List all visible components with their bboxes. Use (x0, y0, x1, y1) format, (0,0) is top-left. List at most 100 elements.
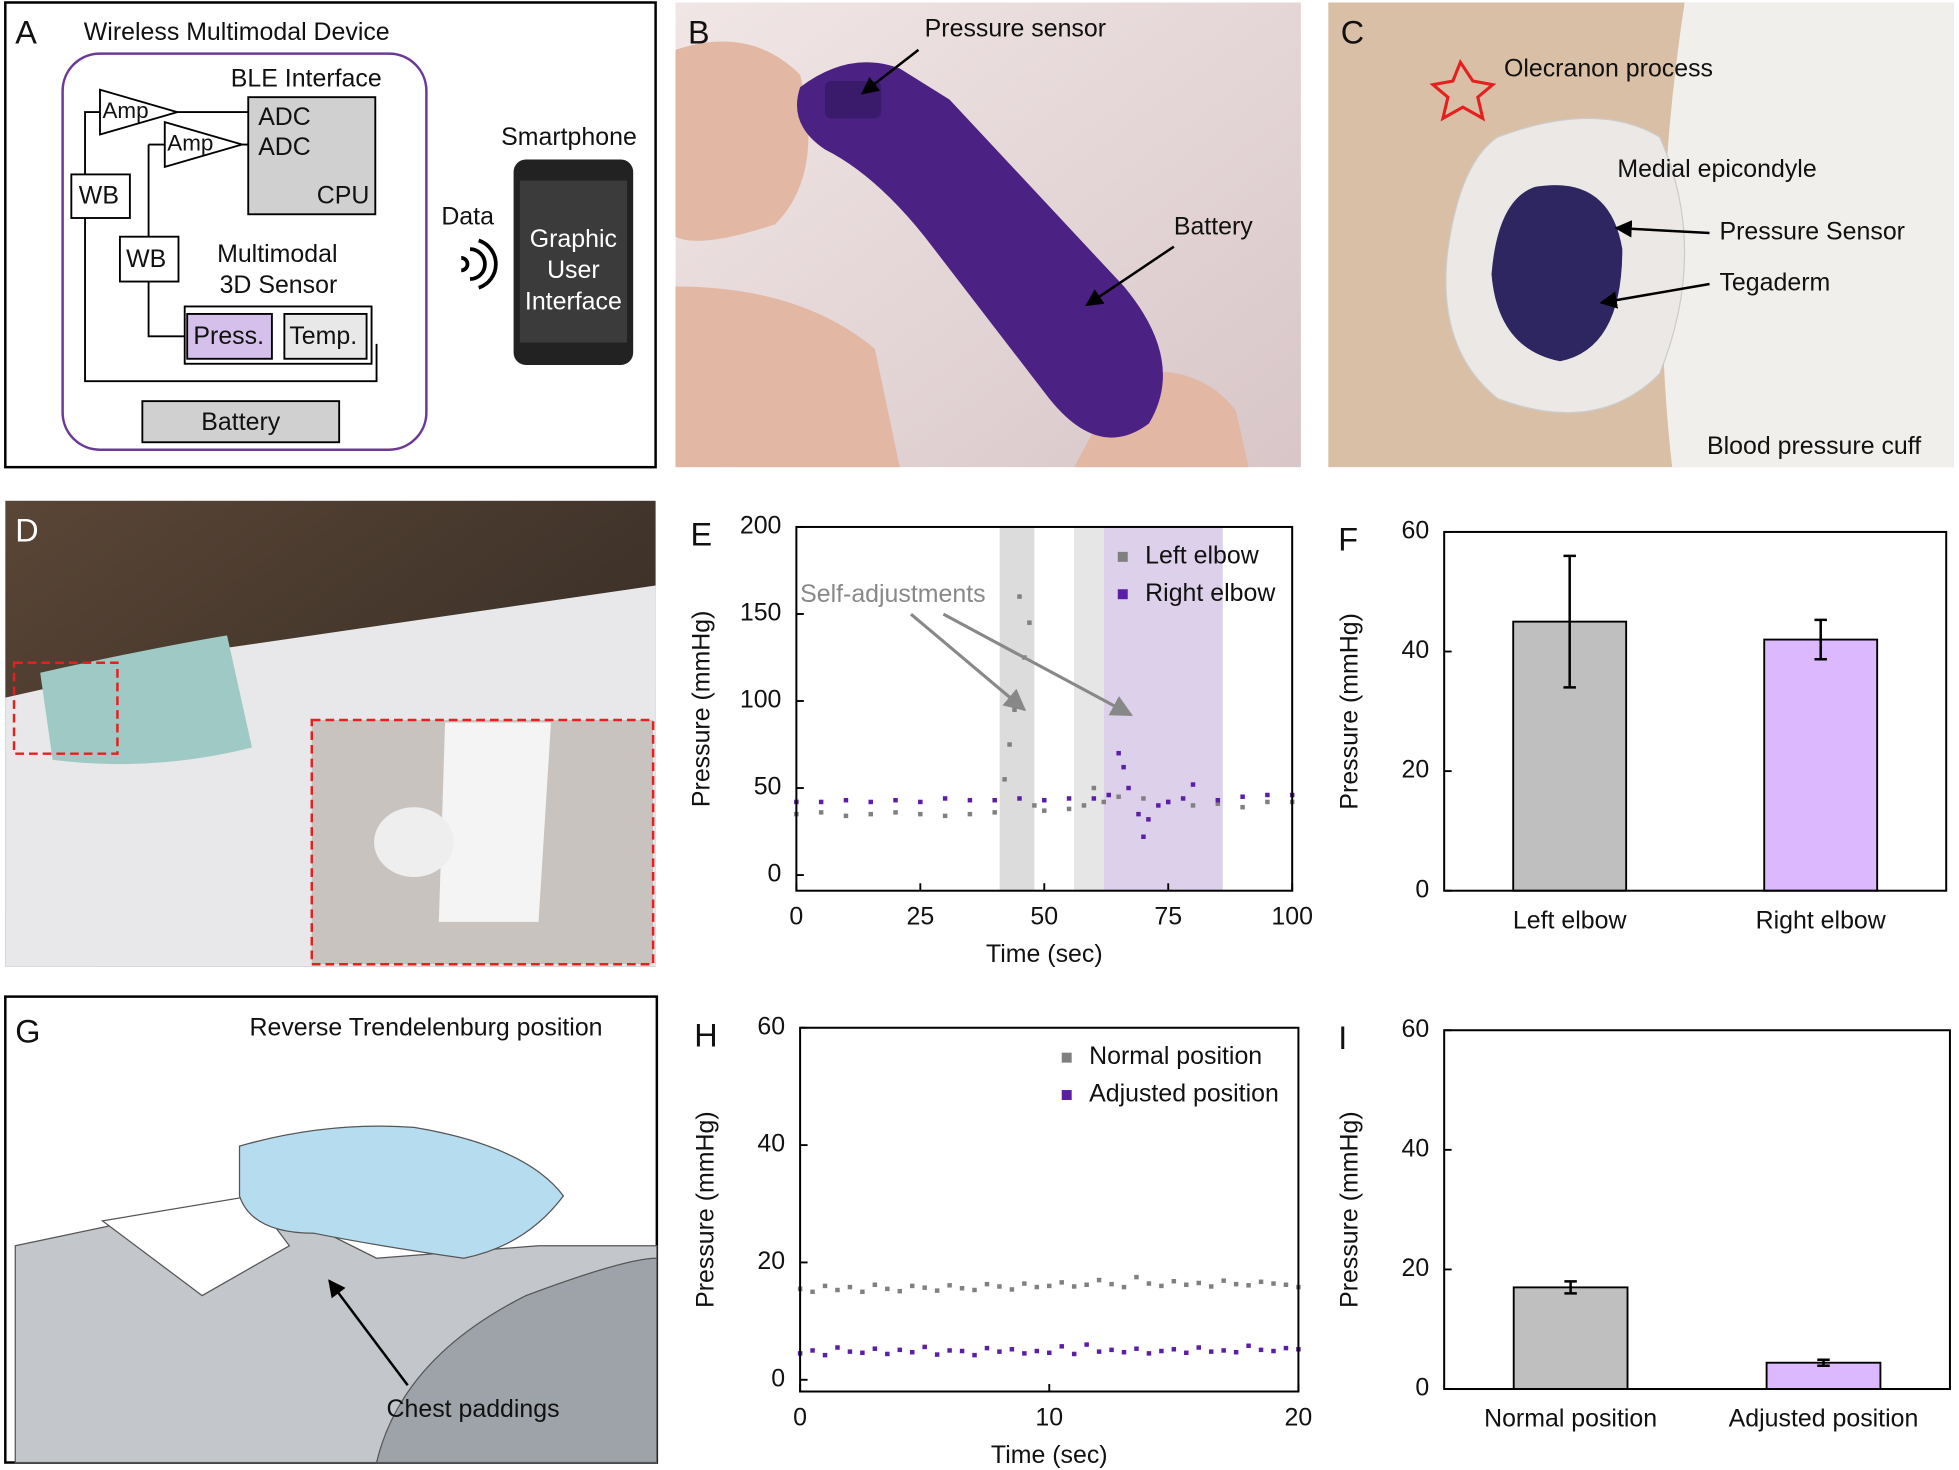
x-tick-label: 20 (1285, 1404, 1313, 1432)
data-point (868, 799, 873, 805)
data-point (810, 1289, 815, 1295)
data-point (1271, 1348, 1276, 1354)
data-point (1265, 792, 1270, 798)
data-point (1221, 1278, 1226, 1283)
data-point (818, 799, 824, 805)
y-axis-label: Pressure (mmHg) (1335, 613, 1363, 810)
data-point (1071, 1284, 1077, 1289)
panel-letter: I (1338, 1020, 1347, 1056)
data-point (934, 1352, 940, 1357)
y-tick-label: 0 (771, 1364, 785, 1392)
data-point (909, 1349, 915, 1355)
data-point (1066, 806, 1072, 812)
data-point (1002, 777, 1007, 782)
panel-d: D (5, 500, 656, 967)
y-tick-label: 40 (1402, 636, 1430, 664)
data-point (1066, 796, 1072, 801)
photo-label: Blood pressure cuff (1707, 432, 1921, 460)
data-point (1032, 803, 1037, 808)
data-point (1109, 1347, 1114, 1353)
data-point (822, 1283, 828, 1289)
y-tick-label: 20 (757, 1247, 785, 1275)
data-point (1196, 1345, 1201, 1350)
arrow (1599, 282, 1710, 309)
data-point (1184, 1282, 1189, 1287)
mattress (375, 1257, 658, 1464)
ble-box (247, 96, 377, 216)
data-point (1017, 594, 1022, 599)
data-point (1233, 1281, 1239, 1287)
data-point (860, 1289, 865, 1295)
data-point (1047, 1350, 1052, 1356)
y-axis-label: Pressure (mmHg) (1335, 1111, 1363, 1308)
data-point (868, 811, 873, 817)
error-bar (1564, 1280, 1577, 1295)
cuff (438, 722, 551, 922)
data-point (885, 1286, 890, 1292)
legend-marker (1117, 551, 1128, 562)
data-point (1246, 1283, 1251, 1288)
data-point (1146, 1351, 1152, 1356)
arrow (1614, 220, 1710, 238)
plot-frame (799, 1026, 1300, 1393)
data-point (872, 1282, 878, 1287)
y-tick-label: 50 (754, 773, 782, 801)
data-point (1136, 811, 1141, 817)
y-tick-label: 60 (757, 1012, 785, 1040)
data-point (1022, 1351, 1027, 1356)
data-point (1034, 1284, 1040, 1290)
data-point (1042, 797, 1047, 803)
gui-label: Interface (525, 287, 622, 315)
data-point (1190, 782, 1196, 787)
photo-label: Tegaderm (1719, 269, 1830, 297)
data-point (1146, 817, 1151, 822)
data-point (922, 1344, 927, 1350)
plot-frame (1443, 1029, 1951, 1391)
y-tick-label: 20 (1402, 756, 1430, 784)
annotation-arrow (942, 612, 1133, 717)
x-tick-label: 0 (789, 903, 803, 931)
data-point (922, 1285, 927, 1290)
x-tick-label: Normal position (1484, 1405, 1657, 1433)
x-tick-label: Left elbow (1513, 906, 1628, 934)
data-point (1034, 1348, 1040, 1354)
amp-label: Amp (102, 98, 148, 123)
legend-label: Normal position (1089, 1042, 1262, 1070)
data-point (942, 813, 948, 819)
device-outline (61, 52, 428, 451)
arrow (861, 48, 920, 95)
photo-label: Medial epicondyle (1617, 155, 1816, 183)
panel-letter: G (15, 1014, 40, 1050)
data-point (959, 1286, 965, 1291)
x-tick-label: 0 (793, 1404, 807, 1432)
y-tick-label: 0 (1415, 1374, 1429, 1402)
data-point (1146, 1281, 1152, 1286)
shaded-region (1074, 526, 1104, 891)
photo-label: Battery (1174, 213, 1253, 241)
sensor-label: 3D Sensor (220, 271, 338, 299)
data-point (947, 1348, 952, 1353)
data-point (997, 1284, 1002, 1289)
legend-marker (1061, 1052, 1072, 1063)
data-point (1215, 801, 1221, 806)
data-point (972, 1352, 977, 1358)
data-point (942, 796, 948, 801)
data-point (1240, 804, 1245, 810)
y-tick-label: 40 (1402, 1134, 1430, 1162)
legend-marker (1117, 589, 1128, 600)
finger (675, 41, 1249, 468)
data-point (835, 1345, 840, 1350)
data-point (1190, 803, 1196, 808)
bar (1765, 1361, 1882, 1390)
device-title: Wireless Multimodal Device (84, 18, 390, 46)
data-point (967, 811, 973, 817)
data-point (1091, 796, 1097, 801)
data-point (959, 1348, 965, 1354)
data-point (1059, 1280, 1064, 1285)
data-point (1116, 794, 1121, 799)
x-tick-label: 10 (1035, 1404, 1063, 1432)
sensor (1491, 185, 1623, 362)
data-point (1233, 1349, 1239, 1355)
data-point (872, 1346, 878, 1351)
